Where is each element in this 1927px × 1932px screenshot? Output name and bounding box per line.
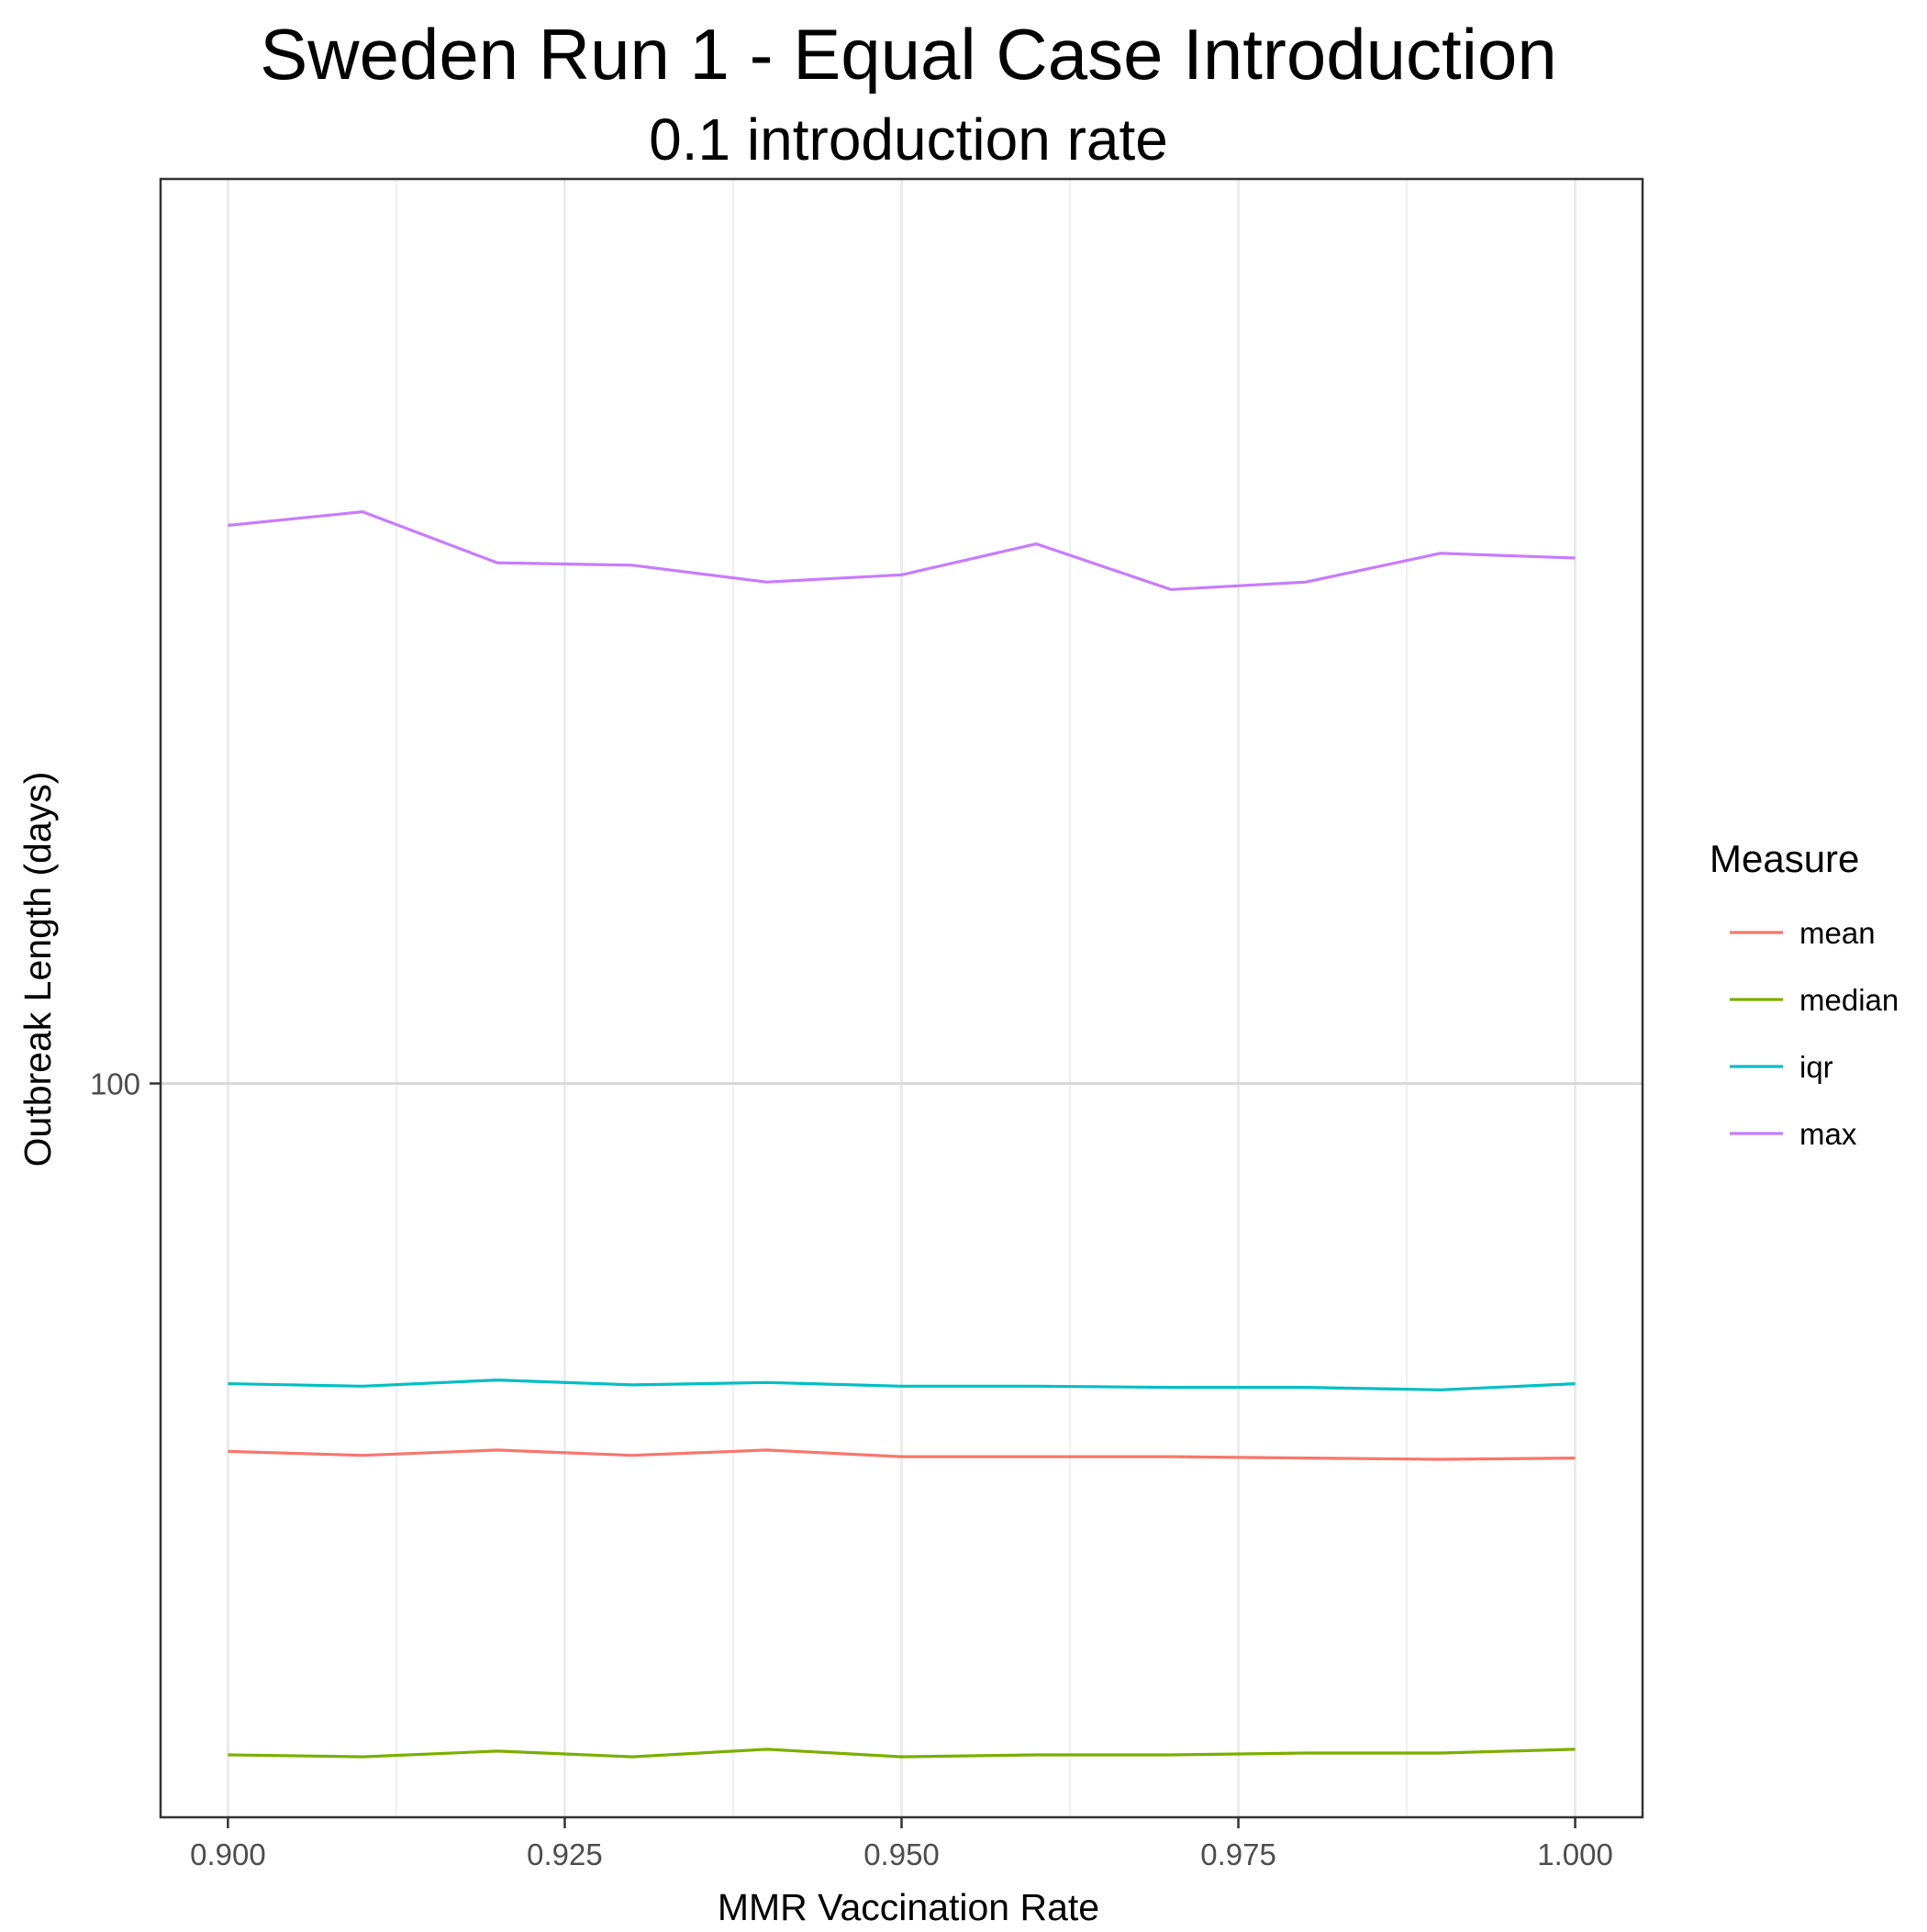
series-line-iqr	[228, 1378, 1576, 1391]
minor-gridlines	[395, 179, 1408, 1817]
y-tick-label: 100	[90, 1067, 140, 1100]
series-line-median	[228, 1748, 1576, 1759]
legend: Measure mean median iqr max	[1710, 837, 1899, 1151]
legend-label-max: max	[1799, 1117, 1857, 1151]
legend-label-mean: mean	[1799, 916, 1876, 950]
series-line-max	[228, 509, 1576, 591]
chart-title: Sweden Run 1 - Equal Case Introduction	[260, 14, 1557, 95]
series-lines	[228, 509, 1576, 1759]
major-gridlines	[161, 179, 1643, 1817]
legend-title: Measure	[1710, 837, 1859, 880]
legend-label-iqr: iqr	[1799, 1050, 1833, 1084]
series-line-mean	[228, 1448, 1576, 1461]
x-tick-label: 0.925	[527, 1837, 603, 1871]
legend-items: mean median iqr max	[1730, 916, 1899, 1151]
x-tick-label: 1.000	[1537, 1837, 1613, 1871]
x-tick-label: 0.900	[190, 1837, 266, 1871]
x-axis-title: MMR Vaccination Rate	[718, 1886, 1099, 1927]
x-axis: 0.900 0.925 0.950 0.975 1.000	[190, 1817, 1613, 1871]
plot-panel	[159, 177, 1644, 1819]
chart-subtitle: 0.1 introduction rate	[649, 106, 1168, 173]
x-tick-label: 0.975	[1200, 1837, 1276, 1871]
x-tick-label: 0.950	[863, 1837, 940, 1871]
legend-label-median: median	[1799, 983, 1899, 1017]
y-axis-title: Outbreak Length (days)	[17, 772, 59, 1167]
y-axis: 100	[90, 1067, 161, 1100]
